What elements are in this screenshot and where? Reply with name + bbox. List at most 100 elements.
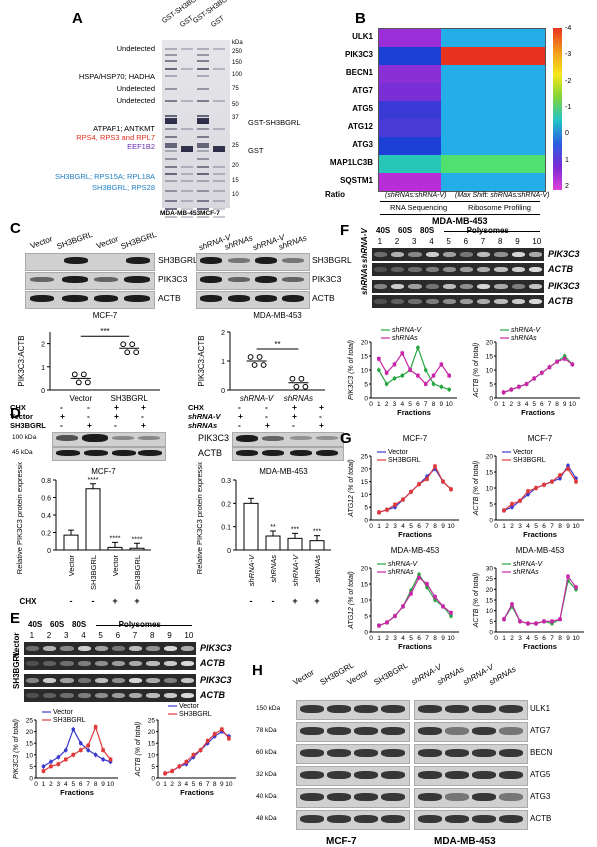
legend-label: Vector: [179, 703, 200, 710]
gel-bands: [162, 40, 230, 218]
data-point: [400, 373, 405, 378]
kda-label: 37: [232, 115, 239, 121]
y-tick-label: 5: [489, 502, 493, 509]
heatmap-cell: [441, 29, 545, 47]
protein-label: ULK1: [530, 704, 551, 713]
protein-label: ACTB: [198, 448, 223, 458]
x-tick-label: 2: [49, 781, 53, 788]
data-point: [384, 371, 389, 375]
x-tick-label: 10: [446, 401, 454, 408]
x-tick-label: 7: [206, 781, 210, 788]
y-tick-label: 1: [41, 365, 45, 372]
data-point: [86, 748, 90, 752]
kda-label: 32 kDa: [256, 771, 277, 778]
series-line: [43, 727, 111, 767]
panel-b-label: B: [355, 10, 366, 27]
x-tick-label: 9: [101, 781, 105, 788]
gene-label: ACTB: [548, 264, 573, 274]
band: [56, 450, 80, 456]
y-tick-label: 30: [486, 566, 494, 573]
y-tick-label: 15: [361, 582, 369, 589]
data-point: [416, 373, 420, 378]
gene-label: MAP1LC3B: [329, 158, 373, 167]
band: [300, 705, 324, 713]
treatment-sign: +: [114, 402, 119, 412]
band: [445, 793, 469, 801]
series-line: [378, 573, 452, 627]
band: [300, 749, 324, 757]
band: [262, 436, 284, 441]
x-tick-label: 9: [220, 781, 224, 788]
data-point: [534, 621, 538, 626]
x-tick-label: 0: [494, 635, 498, 642]
heatmap-cell: [379, 29, 441, 47]
gel-band: [511, 284, 525, 289]
kda-label: 100: [232, 72, 243, 78]
data-point: [540, 371, 544, 375]
gel-band: [180, 693, 194, 698]
x-tick-label: 7: [550, 635, 554, 642]
data-point: [393, 502, 397, 507]
band: [381, 793, 405, 801]
gel-band: [77, 646, 91, 651]
x-tick-label: Vector: [111, 555, 120, 577]
data-point: [384, 382, 389, 386]
band: [82, 434, 108, 442]
gel-band: [477, 267, 491, 272]
legend-label: SH3BGRL: [53, 717, 86, 724]
gel-band: [197, 100, 209, 102]
y-tick-label: 5: [151, 764, 155, 771]
y-tick-label: 0: [364, 396, 368, 403]
gel-band: [213, 180, 225, 182]
x-tick-label: 6: [199, 781, 203, 788]
blot: [414, 766, 528, 786]
x-tick-label: 10: [107, 781, 115, 788]
band: [126, 257, 150, 264]
gel-band: [181, 216, 193, 218]
legend-label: shRNAs: [388, 569, 414, 576]
x-tick-label: Vector: [67, 555, 76, 577]
data-point: [191, 753, 196, 757]
x-axis-label: Fractions: [397, 408, 431, 417]
data-point: [449, 487, 453, 492]
x-tick-label: 3: [177, 781, 181, 788]
gel-band: [181, 173, 193, 175]
x-tick-label: 7: [550, 523, 554, 530]
gel-band: [511, 252, 525, 257]
data-point: [120, 341, 127, 348]
gel-band: [181, 200, 193, 202]
y-tick-label: 0.2: [41, 531, 51, 538]
y-tick-label: 0.2: [221, 501, 231, 508]
y-tick-label: 5: [489, 382, 493, 389]
treatment-sign: +: [141, 402, 146, 412]
gel-band: [511, 299, 525, 304]
gel-band: [129, 661, 143, 666]
data-point: [566, 467, 570, 471]
x-tick-label: 9: [441, 635, 445, 642]
x-tick-label: 5: [534, 635, 538, 642]
gel-band: [60, 693, 74, 698]
band-annotation: RPS4, RPS3 and RPL7: [76, 133, 155, 142]
blot: [25, 272, 155, 290]
method-label: Ribosome Profiling: [468, 203, 531, 212]
gel-band: [442, 252, 456, 257]
series-line: [378, 465, 452, 513]
data-point: [184, 759, 189, 764]
cell-line-label: MDA-MB-453: [160, 210, 201, 217]
treatment-sign: +: [60, 411, 65, 421]
data-point: [220, 727, 224, 732]
row-group-label: SH3BGRL: [12, 650, 21, 689]
treatment-sign: +: [292, 402, 297, 412]
band-right-label: GST: [248, 146, 264, 155]
x-axis-label: Fractions: [398, 530, 432, 539]
chart-title: MCF-7: [403, 434, 428, 443]
data-point: [518, 499, 522, 503]
gel-band: [163, 693, 177, 698]
chx-sign: -: [92, 596, 95, 606]
data-point: [558, 473, 562, 477]
series-line: [378, 352, 450, 385]
gel-band: [442, 299, 456, 304]
data-point: [129, 341, 136, 348]
